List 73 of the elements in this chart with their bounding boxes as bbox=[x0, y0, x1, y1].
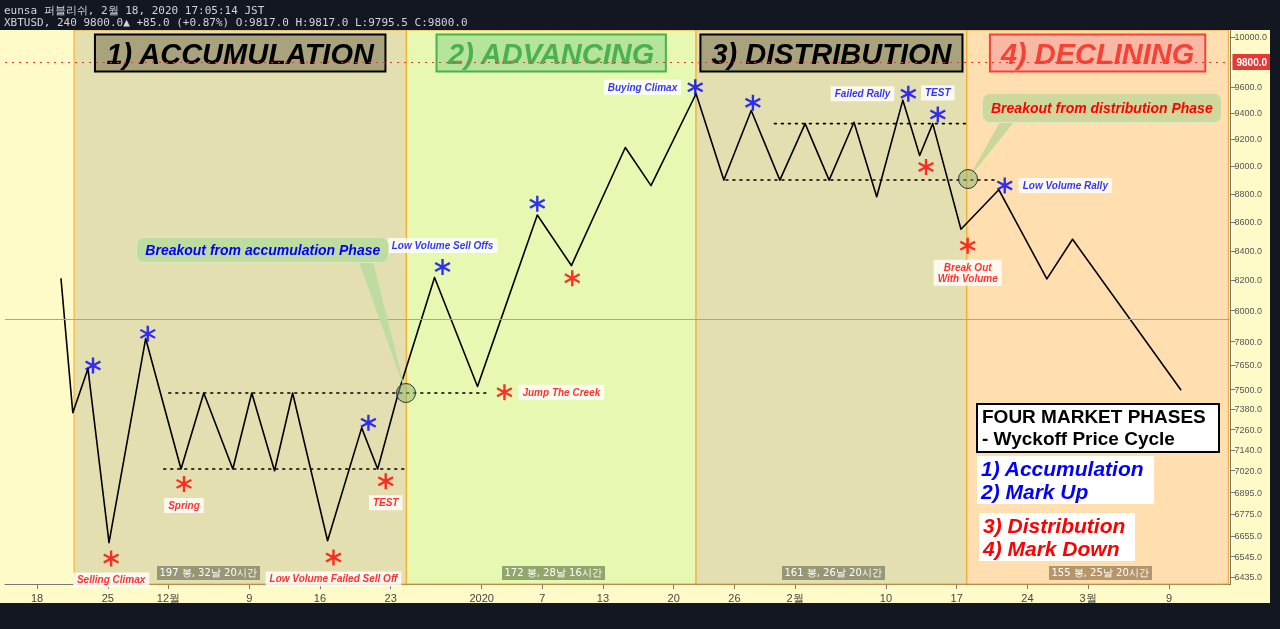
data-label: Low Volume Sell Offs bbox=[391, 240, 494, 252]
band-label: 4) DECLINING bbox=[999, 38, 1195, 70]
y-tick-label: 8600.0 bbox=[1234, 217, 1262, 228]
y-tick-label: 7500.0 bbox=[1234, 384, 1262, 395]
y-tick-label: 8000.0 bbox=[1234, 305, 1262, 316]
x-tick-label: 18 bbox=[30, 591, 44, 604]
annotation: 1) Accumulation 2) Mark Up bbox=[977, 456, 1154, 504]
point bbox=[434, 259, 451, 276]
x-tick-label: 12월 bbox=[156, 591, 181, 604]
y-tick-label: 9200.0 bbox=[1234, 134, 1262, 145]
data-label: Low Volume Rally bbox=[1022, 180, 1109, 192]
point bbox=[325, 549, 342, 566]
x-tick-label: 24 bbox=[1021, 591, 1034, 604]
annotation: 197 봉, 32날 20시간 bbox=[156, 566, 260, 580]
y-tick-label: 7140.0 bbox=[1234, 444, 1262, 455]
point bbox=[377, 473, 394, 490]
annotation: FOUR MARKET PHASES - Wyckoff Price Cycle bbox=[976, 403, 1220, 453]
y-tick-label: 6435.0 bbox=[1234, 572, 1262, 583]
x-tick-label: 26 bbox=[728, 591, 741, 604]
data-label: TEST bbox=[372, 497, 400, 509]
x-tick-label: 17 bbox=[950, 591, 963, 604]
y-tick-label: 9000.0 bbox=[1234, 161, 1262, 172]
x-tick-label: 9 bbox=[1165, 591, 1173, 604]
y-tick-label: 10000.0 bbox=[1234, 32, 1268, 43]
y-tick-label: 8400.0 bbox=[1234, 245, 1262, 256]
data-label: TEST bbox=[925, 87, 952, 99]
y-tick-label: 9400.0 bbox=[1234, 108, 1262, 119]
x-tick-label: 25 bbox=[101, 591, 114, 604]
annotation: Breakout from accumulation Phase bbox=[136, 236, 390, 263]
point bbox=[959, 237, 976, 254]
x-tick-label: 7 bbox=[539, 591, 546, 604]
annotation: 172 봉, 28날 16시간 bbox=[501, 566, 605, 580]
y-tick-label: 7800.0 bbox=[1234, 336, 1262, 347]
data-label: Buying Climax bbox=[607, 81, 678, 93]
x-tick-label: 2월 bbox=[786, 591, 804, 604]
text: eunsa 퍼블리쉬, 2월 18, 2020 17:05:14 JST bbox=[4, 3, 265, 18]
data-label: Failed Rally bbox=[834, 88, 891, 100]
y-tick-label: 8200.0 bbox=[1234, 275, 1262, 286]
data-label: Selling Climax bbox=[76, 574, 146, 586]
y-tick-label: 9600.0 bbox=[1234, 82, 1262, 93]
y-tick-label: 6895.0 bbox=[1234, 487, 1262, 498]
band-label: 1) ACCUMULATION bbox=[106, 38, 375, 70]
x-tick-label: 3월 bbox=[1079, 591, 1097, 604]
x-tick-label: 13 bbox=[596, 591, 610, 604]
y-tick-label: 7020.0 bbox=[1234, 465, 1262, 476]
data-label: Break Out With Volume bbox=[937, 261, 999, 284]
y-tick-label: 6655.0 bbox=[1234, 531, 1262, 542]
y-tick-label: 7260.0 bbox=[1234, 424, 1262, 435]
y-tick-label: 7650.0 bbox=[1234, 360, 1262, 371]
point bbox=[360, 414, 377, 431]
x-tick-label: 16 bbox=[313, 591, 327, 604]
annotation: 3) Distribution 4) Mark Down bbox=[979, 513, 1136, 561]
annotation: Breakout from distribution Phase bbox=[982, 93, 1222, 123]
band-label: 2) ADVANCING bbox=[447, 38, 655, 70]
x-tick-label: 9 bbox=[246, 591, 253, 604]
text: XBTUSD, 240 9800.0▲ +85.0 (+0.87%) O:9817.0 H:9817.0 L:9795.5 C:9800.0 bbox=[4, 16, 468, 29]
x-tick-label: 23 bbox=[384, 591, 397, 604]
data-label: Low Volume Failed Sell Off bbox=[269, 573, 400, 585]
point bbox=[900, 85, 917, 102]
x-tick-label: 20 bbox=[667, 591, 680, 604]
data-label: Spring bbox=[168, 499, 200, 511]
y-tick-label: 7380.0 bbox=[1234, 404, 1262, 415]
y-tick-label: 6775.0 bbox=[1234, 509, 1262, 520]
y-tick-label: 6545.0 bbox=[1234, 551, 1262, 562]
y-tick-label: 8800.0 bbox=[1234, 188, 1262, 199]
point bbox=[496, 384, 513, 401]
ref-line-label: 9800.0 bbox=[1236, 56, 1268, 68]
annotation: 155 봉, 25날 20시간 bbox=[1048, 566, 1152, 580]
band-label: 3) DISTRIBUTION bbox=[711, 38, 953, 70]
x-tick-label: 10 bbox=[879, 591, 893, 604]
annotation: 161 봉, 26날 20시간 bbox=[781, 566, 885, 580]
data-label: Jump The Creek bbox=[522, 386, 601, 398]
x-tick-label: 2020 bbox=[469, 591, 494, 604]
